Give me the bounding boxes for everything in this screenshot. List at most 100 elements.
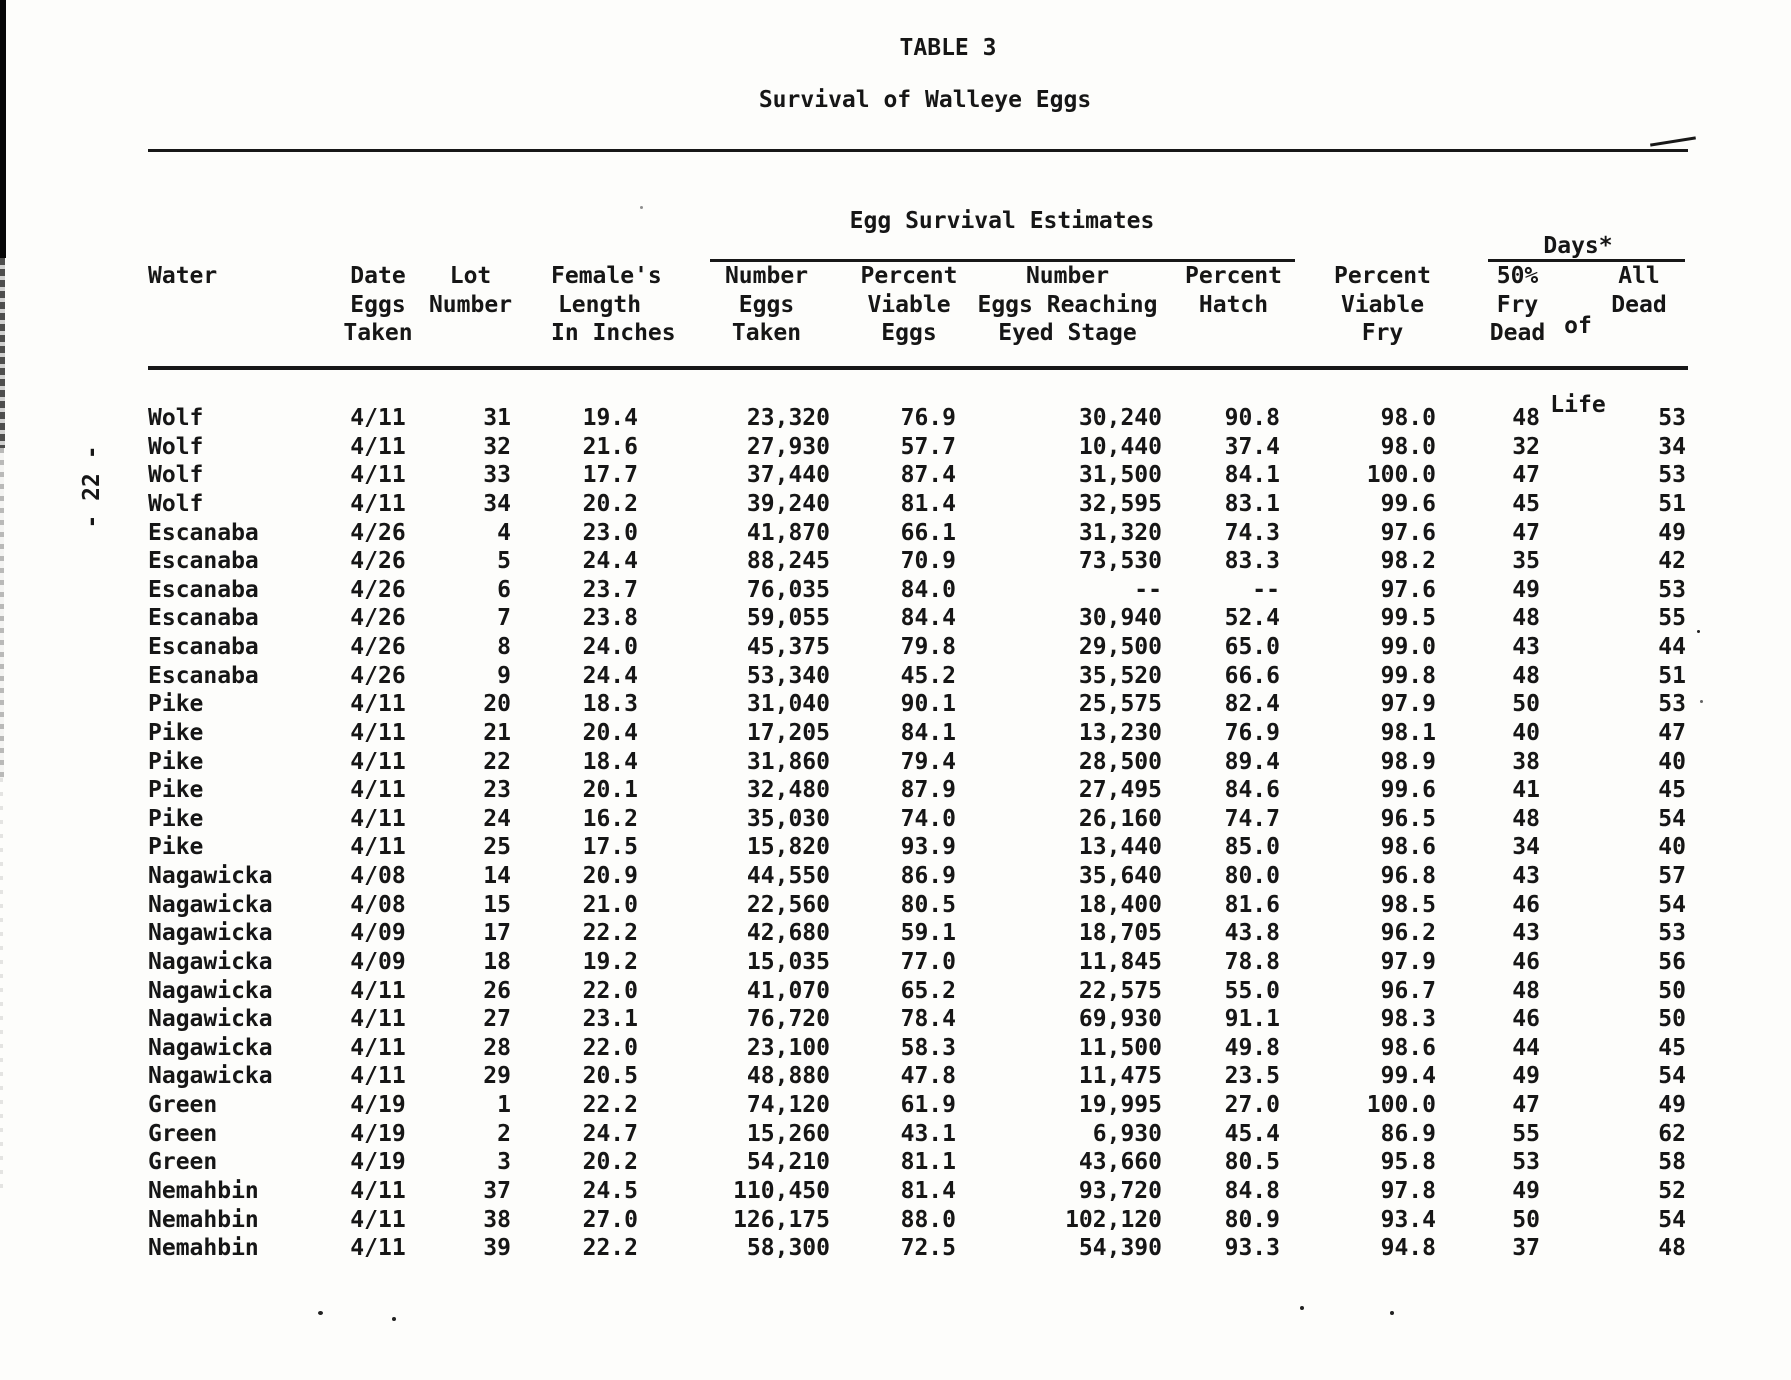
scan-edge-artifact xyxy=(0,778,3,1198)
table-cell-lot_number: 37 xyxy=(483,1177,511,1204)
table-cell-number_eyed_stage: 10,440 xyxy=(1078,433,1162,460)
header-line: In Inches xyxy=(551,320,676,347)
table-cell-female_length_in: 20.1 xyxy=(582,777,638,804)
table-cell-pct_hatch: 84.6 xyxy=(1224,777,1280,804)
table-cell-pct_hatch: 52.4 xyxy=(1224,605,1280,632)
table-cell-lot_number: 34 xyxy=(483,490,511,517)
ink-speck xyxy=(392,1317,396,1321)
table-cell-number_eyed_stage: 32,595 xyxy=(1078,490,1162,517)
table-cell-fifty_pct_fry_dead: 47 xyxy=(1512,1092,1540,1118)
header-line: Dead xyxy=(1489,320,1546,347)
table-cell-female_length_in: 22.2 xyxy=(582,920,638,947)
header-cell-pct_hatch: Percent Hatch xyxy=(1162,262,1285,348)
table-cell-pct_viable_eggs: 65.2 xyxy=(900,977,956,1004)
table-cell-date_eggs_taken: 4/26 xyxy=(350,662,406,689)
table-cell-fifty_pct_fry_dead: 34 xyxy=(1512,834,1540,861)
table-cell-fifty_pct_fry_dead: 43 xyxy=(1512,920,1540,947)
table-cell-all_dead: 57 xyxy=(1658,863,1686,889)
table-cell-date_eggs_taken: 4/11 xyxy=(350,691,406,718)
table-cell-pct_hatch: 80.0 xyxy=(1224,863,1280,889)
table-cell-water: Wolf xyxy=(148,462,204,489)
table-cell-pct_viable_fry: 97.8 xyxy=(1380,1177,1436,1204)
table-cell-number_eyed_stage: 30,240 xyxy=(1078,405,1162,431)
table-cell-number_eggs_taken: 110,450 xyxy=(733,1177,830,1204)
table-cell-pct_viable_eggs: 80.5 xyxy=(900,891,956,918)
table-cell-water: Nemahbin xyxy=(148,1206,259,1233)
table-cell-number_eyed_stage: 27,495 xyxy=(1078,777,1162,804)
table-cell-number_eggs_taken: 37,440 xyxy=(746,462,830,489)
table-cell-number_eyed_stage: 30,940 xyxy=(1078,605,1162,632)
table-cell-fifty_pct_fry_dead: 46 xyxy=(1512,891,1540,918)
table-cell-fifty_pct_fry_dead: 41 xyxy=(1512,777,1540,804)
table-cell-date_eggs_taken: 4/26 xyxy=(350,634,406,660)
table-cell-number_eyed_stage: 6,930 xyxy=(1092,1120,1162,1147)
table-cell-water: Wolf xyxy=(148,490,204,517)
table-cell-pct_viable_fry: 98.0 xyxy=(1380,405,1436,431)
table-cell-pct_viable_eggs: 78.4 xyxy=(900,1006,956,1033)
table-cell-water: Green xyxy=(148,1120,218,1147)
table-cell-pct_viable_eggs: 76.9 xyxy=(900,405,956,431)
table-cell-all_dead: 45 xyxy=(1658,777,1686,804)
table-cell-number_eggs_taken: 76,035 xyxy=(746,576,830,603)
table-cell-all_dead: 51 xyxy=(1658,490,1686,517)
table-cell-pct_hatch: 55.0 xyxy=(1224,977,1280,1004)
table-body: Wolf 4/11 31 19.4 23,320 76.9 30,240 90.8 98.0 48… xyxy=(148,404,1688,1263)
table-cell-water: Nagawicka xyxy=(148,863,273,889)
table-cell-pct_viable_fry: 98.6 xyxy=(1380,834,1436,861)
header-line: Eggs xyxy=(738,291,795,318)
table-cell-pct_viable_eggs: 59.1 xyxy=(900,920,956,947)
table-cell-number_eyed_stage: 25,575 xyxy=(1078,691,1162,718)
group-header-days-of-life: Days* of Life xyxy=(1543,180,1612,445)
table-cell-date_eggs_taken: 4/11 xyxy=(350,462,406,489)
table-cell-water: Nagawicka xyxy=(148,920,273,947)
table-cell-fifty_pct_fry_dead: 40 xyxy=(1512,719,1540,746)
table-column-headers: Water Date Eggs Taken Lot Number Female's Lengt… xyxy=(148,262,1688,348)
table-cell-all_dead: 45 xyxy=(1658,1034,1686,1061)
header-line: Water xyxy=(148,263,218,289)
table-cell-all_dead: 53 xyxy=(1658,462,1686,489)
table-cell-number_eyed_stage: 11,500 xyxy=(1078,1034,1162,1061)
table-cell-all_dead: 62 xyxy=(1658,1120,1686,1147)
table-cell-date_eggs_taken: 4/11 xyxy=(350,490,406,517)
table-cell-fifty_pct_fry_dead: 53 xyxy=(1512,1149,1540,1176)
table-cell-pct_viable_fry: 97.9 xyxy=(1380,691,1436,718)
table-cell-all_dead: 40 xyxy=(1658,748,1686,775)
table-cell-water: Escanaba xyxy=(148,662,259,689)
table-cell-date_eggs_taken: 4/19 xyxy=(350,1092,406,1118)
table-cell-pct_hatch: 76.9 xyxy=(1224,719,1280,746)
table-cell-pct_hatch: 81.6 xyxy=(1224,891,1280,918)
table-cell-pct_hatch: 78.8 xyxy=(1224,948,1280,975)
egg-survival-group-underline xyxy=(710,259,1295,262)
table-cell-female_length_in: 23.1 xyxy=(582,1006,638,1033)
table-cell-water: Escanaba xyxy=(148,634,259,660)
table-cell-pct_hatch: 65.0 xyxy=(1224,634,1280,660)
table-cell-number_eyed_stage: 26,160 xyxy=(1078,805,1162,832)
table-cell-number_eyed_stage: 35,520 xyxy=(1078,662,1162,689)
table-cell-pct_viable_eggs: 93.9 xyxy=(900,834,956,861)
table-cell-water: Nagawicka xyxy=(148,1006,273,1033)
table-cell-female_length_in: 23.7 xyxy=(582,576,638,603)
table-cell-number_eggs_taken: 88,245 xyxy=(746,548,830,575)
header-line: Fry xyxy=(1496,291,1539,318)
table-cell-pct_hatch: 37.4 xyxy=(1224,433,1280,460)
table-cell-fifty_pct_fry_dead: 35 xyxy=(1512,548,1540,575)
table-cell-number_eyed_stage: 54,390 xyxy=(1078,1235,1162,1262)
table-cell-female_length_in: 19.4 xyxy=(582,405,638,431)
table-cell-all_dead: 34 xyxy=(1658,433,1686,460)
table-cell-female_length_in: 17.5 xyxy=(582,834,638,861)
header-line: Eggs xyxy=(881,320,937,347)
table-cell-lot_number: 15 xyxy=(483,891,511,918)
table-cell-female_length_in: 21.0 xyxy=(582,891,638,918)
table-cell-pct_hatch: 74.3 xyxy=(1224,519,1280,546)
table-cell-female_length_in: 20.2 xyxy=(582,1149,638,1176)
table-cell-lot_number: 3 xyxy=(497,1149,511,1176)
table-cell-female_length_in: 24.4 xyxy=(582,662,638,689)
header-line: Fry xyxy=(1361,320,1404,347)
table-cell-date_eggs_taken: 4/26 xyxy=(350,605,406,632)
table-cell-pct_viable_fry: 99.6 xyxy=(1380,777,1436,804)
table-cell-number_eyed_stage: 35,640 xyxy=(1078,863,1162,889)
table-cell-number_eggs_taken: 22,560 xyxy=(746,891,830,918)
table-cell-pct_viable_eggs: 87.4 xyxy=(900,462,956,489)
table-cell-female_length_in: 22.0 xyxy=(582,1034,638,1061)
table-cell-water: Pike xyxy=(148,748,204,775)
